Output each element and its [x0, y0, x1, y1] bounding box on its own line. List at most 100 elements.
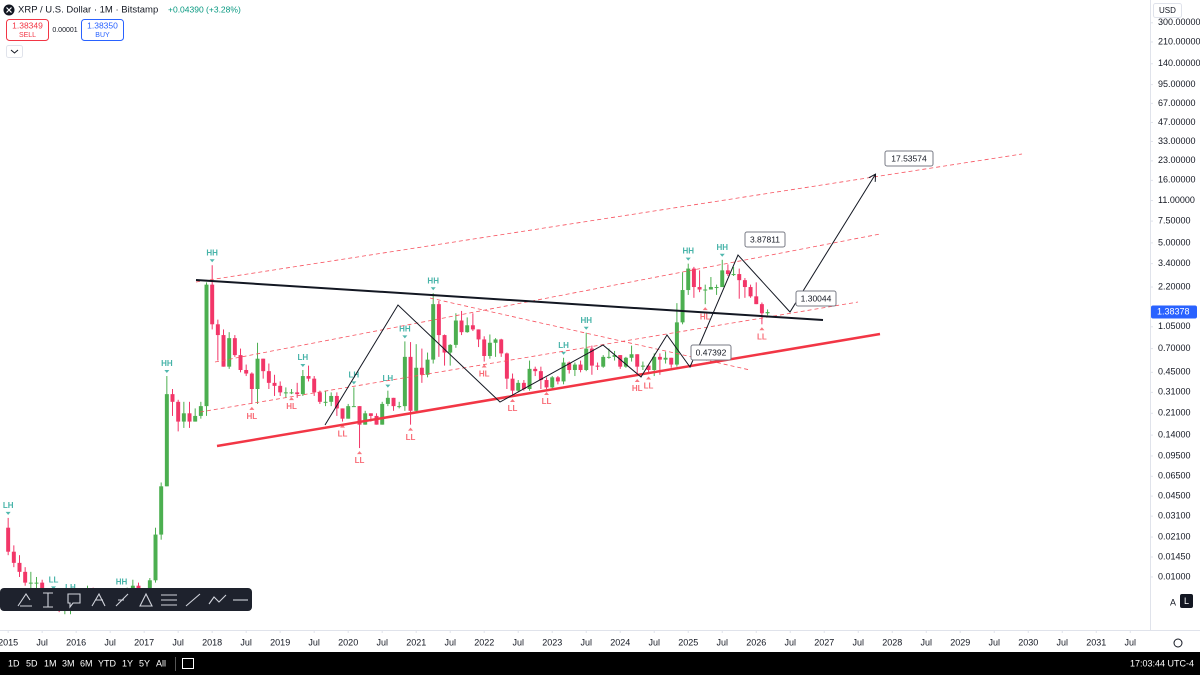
collapse-button[interactable] [6, 45, 23, 58]
range-button[interactable]: 3M [62, 658, 75, 668]
candle-body [238, 355, 243, 370]
pivot-label: HL [700, 312, 711, 321]
support-line [216, 332, 881, 448]
candle-body [669, 357, 674, 365]
candle-body [578, 364, 583, 370]
candle-body [759, 304, 764, 314]
candle-body [249, 373, 254, 390]
y-tick-label: 2.20000 [1158, 281, 1191, 291]
candle-body [606, 356, 611, 358]
candle-body [623, 357, 628, 367]
tool-icon[interactable] [17, 593, 32, 607]
x-tick-label: 2030 [1018, 637, 1038, 647]
y-tick-label: 0.21000 [1158, 408, 1191, 418]
pivot-label: HH [716, 243, 728, 252]
candle-body [465, 325, 470, 333]
annotation-label: 17.53574 [891, 153, 927, 163]
sell-price[interactable]: 1.38349 [12, 20, 43, 30]
candle-body [391, 397, 396, 407]
tool-icon[interactable] [43, 592, 53, 608]
range-button[interactable]: 5D [26, 658, 38, 668]
x-tick-label: 2023 [542, 637, 562, 647]
tool-icon[interactable] [185, 593, 201, 607]
y-tick-label: 16.00000 [1158, 175, 1196, 185]
projection-path [324, 175, 875, 426]
annotation-label: 1.30044 [801, 293, 832, 303]
tool-icon[interactable] [67, 593, 81, 609]
candle-body [272, 382, 277, 386]
candle-body [680, 290, 685, 323]
range-bar: 1D 5D 1M 3M 6M YTD 1Y 5Y All 17:03:44 UT… [0, 652, 1200, 675]
pivot-marker [209, 259, 215, 263]
range-button[interactable]: 1M [44, 658, 57, 668]
pivot-label: LL [542, 397, 552, 406]
toolbar-icons [17, 592, 248, 609]
tool-icon[interactable] [208, 594, 227, 605]
channel-line [214, 233, 881, 363]
x-tick-label: 2028 [882, 637, 902, 647]
y-tick-label: 0.02100 [1158, 531, 1191, 541]
auto-scale-button[interactable]: A [1170, 597, 1176, 607]
pivot-marker [408, 427, 414, 431]
pivot-marker [50, 586, 56, 590]
range-button[interactable]: 1D [8, 658, 20, 668]
date-range-icon[interactable] [182, 658, 194, 669]
candle-body [589, 348, 594, 366]
x-tick-label: Jul [36, 637, 48, 647]
candle-body [159, 486, 164, 535]
x-tick-label: Jul [444, 637, 456, 647]
tool-icon[interactable] [91, 592, 106, 607]
buy-price[interactable]: 1.38350 [87, 20, 118, 30]
x-tick-label: 2025 [678, 637, 698, 647]
x-tick-label: Jul [172, 637, 184, 647]
sell-button[interactable] [6, 19, 49, 41]
candle-body [482, 339, 487, 356]
currency-label[interactable]: USD [1159, 6, 1176, 15]
y-tick-label: 67.00000 [1158, 98, 1196, 108]
candle-body [748, 287, 753, 297]
y-tick-label: 33.00000 [1158, 136, 1196, 146]
y-tick-label: 5.00000 [1158, 237, 1191, 247]
buy-button[interactable] [81, 19, 124, 41]
range-button[interactable]: 5Y [139, 658, 150, 668]
tool-icon[interactable] [115, 593, 129, 607]
log-scale-button[interactable] [1180, 594, 1193, 608]
channel-line [199, 301, 859, 413]
candle-body [164, 394, 169, 487]
settings-icon[interactable] [1173, 638, 1183, 648]
candle-body [754, 296, 759, 305]
x-tick-label: 2018 [202, 637, 222, 647]
pivot-label: LH [383, 374, 394, 383]
price-change: +0.04390 (+3.28%) [168, 4, 241, 14]
pivot-marker [5, 511, 11, 515]
sell-label[interactable]: SELL [19, 32, 36, 39]
pivot-marker [351, 381, 357, 385]
y-tick-label: 0.31000 [1158, 387, 1191, 397]
range-button[interactable]: All [156, 658, 166, 668]
range-button[interactable]: 1Y [122, 658, 133, 668]
x-tick-label: Jul [852, 637, 864, 647]
candle-body [459, 320, 464, 333]
candle-body [521, 382, 526, 390]
range-button[interactable]: YTD [98, 658, 117, 668]
symbol-title: XRP / U.S. Dollar · 1M · Bitstamp [18, 5, 158, 16]
candle-body [635, 354, 640, 367]
buy-label[interactable]: BUY [95, 32, 110, 39]
candle-body [714, 287, 719, 289]
x-tick-label: Jul [104, 637, 116, 647]
log-scale-label[interactable]: L [1184, 596, 1189, 606]
currency-button[interactable] [1153, 3, 1182, 18]
x-tick-label: Jul [1125, 637, 1137, 647]
candle-body [215, 324, 220, 336]
x-tick-label: 2022 [474, 637, 494, 647]
candle-body [572, 364, 577, 370]
candle-body [453, 320, 458, 345]
tool-icon[interactable] [161, 594, 177, 606]
candle-body [510, 378, 515, 391]
tool-icon[interactable] [139, 592, 153, 607]
x-tick-label: 2016 [66, 637, 86, 647]
range-button[interactable]: 6M [80, 658, 93, 668]
pivot-marker [702, 307, 708, 311]
candle-body [221, 335, 226, 367]
